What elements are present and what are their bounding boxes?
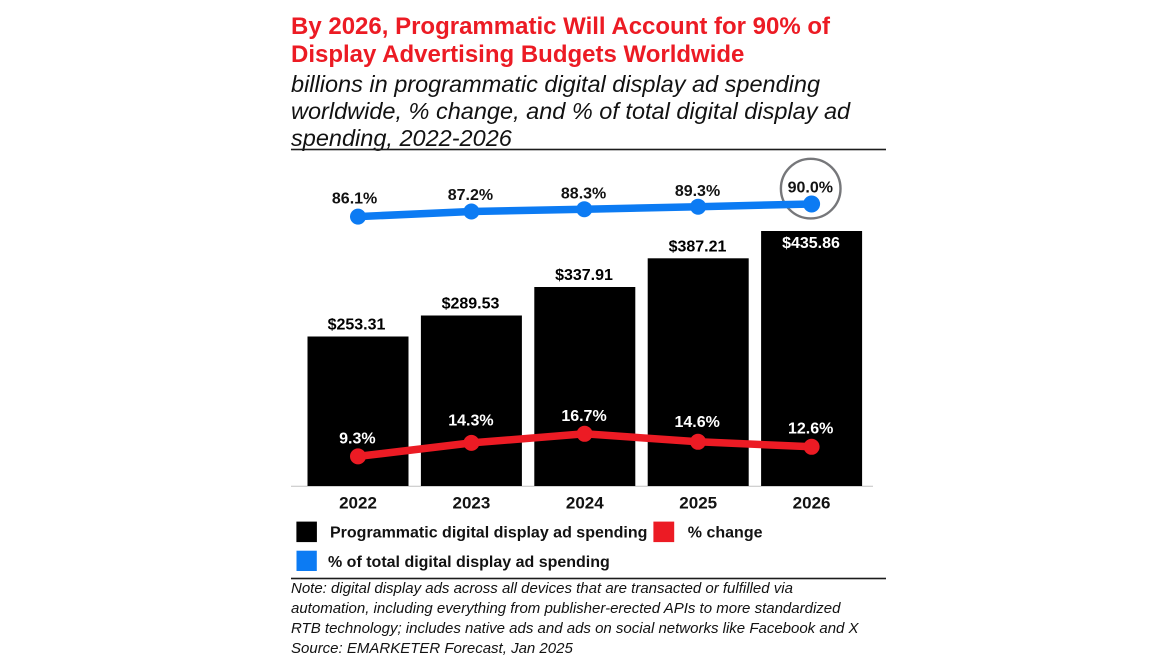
svg-text:87.2%: 87.2% — [448, 187, 493, 204]
svg-text:% change: % change — [688, 525, 763, 542]
svg-text:88.3%: 88.3% — [561, 186, 606, 203]
svg-text:14.6%: 14.6% — [675, 414, 720, 431]
svg-text:$253.31: $253.31 — [328, 317, 386, 334]
svg-text:$435.86: $435.86 — [782, 235, 840, 252]
svg-text:2026: 2026 — [793, 493, 831, 512]
svg-text:Programmatic digital display a: Programmatic digital display ad spending — [330, 525, 647, 542]
svg-text:14.3%: 14.3% — [448, 412, 493, 429]
svg-text:2023: 2023 — [452, 493, 490, 512]
svg-text:2022: 2022 — [339, 493, 377, 512]
svg-text:86.1%: 86.1% — [332, 190, 377, 207]
svg-text:2024: 2024 — [566, 493, 604, 512]
svg-text:89.3%: 89.3% — [675, 183, 720, 200]
svg-text:9.3%: 9.3% — [339, 431, 375, 448]
svg-text:$387.21: $387.21 — [669, 238, 727, 255]
svg-text:$289.53: $289.53 — [442, 296, 500, 313]
svg-text:2025: 2025 — [679, 493, 717, 512]
svg-text:12.6%: 12.6% — [788, 420, 833, 437]
svg-text:% of total digital display ad: % of total digital display ad spending — [328, 554, 610, 571]
svg-text:$337.91: $337.91 — [555, 267, 613, 284]
svg-text:90.0%: 90.0% — [788, 179, 833, 196]
svg-text:16.7%: 16.7% — [561, 408, 606, 425]
